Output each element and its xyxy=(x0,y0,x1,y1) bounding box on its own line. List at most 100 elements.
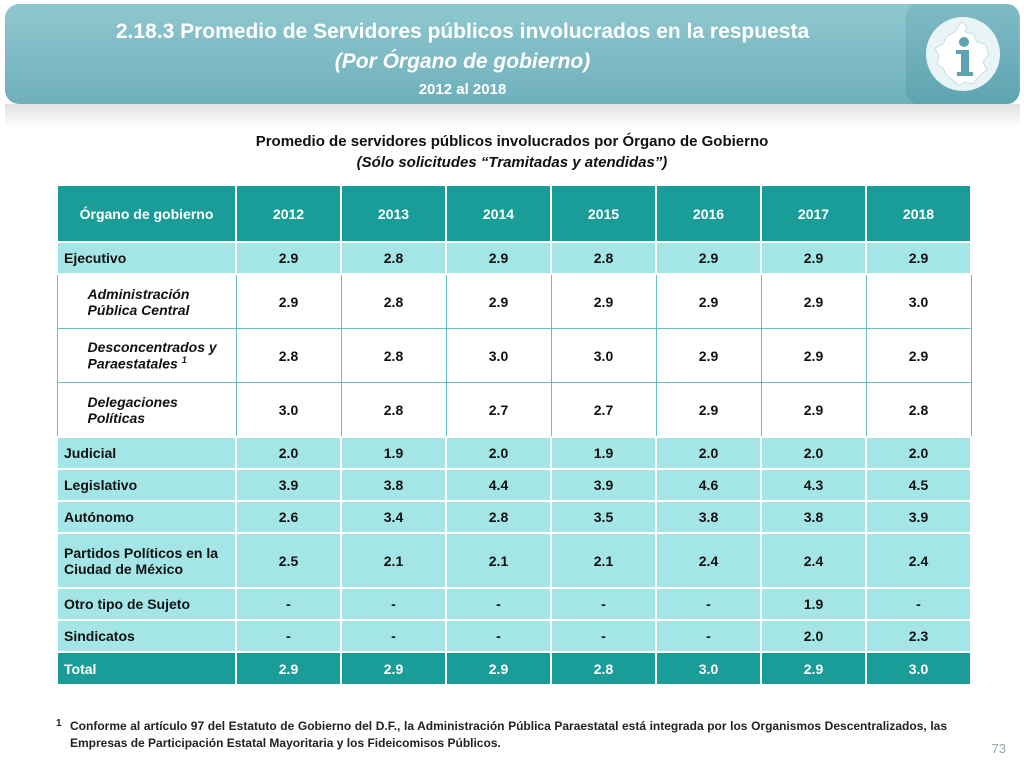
table-cell: 2.1 xyxy=(340,532,447,589)
table-subtitle: (Sólo solicitudes “Tramitadas y atendida… xyxy=(356,154,668,171)
table-cell: 2.8 xyxy=(340,328,447,383)
row-label: Otro tipo de Sujeto xyxy=(56,587,237,621)
table-cell: 2.9 xyxy=(235,241,342,275)
table-cell: 4.4 xyxy=(445,468,552,502)
header-row: Órgano de gobierno 2012 2013 2014 2015 2… xyxy=(56,184,972,243)
table-cell: 2.8 xyxy=(340,382,447,438)
page-subtitle: (Por Órgano de gobierno) xyxy=(334,50,591,73)
table-cell: 2.9 xyxy=(760,241,867,275)
table-cell: - xyxy=(445,619,552,653)
table-cell: 2.9 xyxy=(655,328,762,383)
table-cell: 2.0 xyxy=(235,436,342,470)
table-cell: 2.5 xyxy=(235,532,342,589)
table-row: Otro tipo de Sujeto - - - - - 1.9 - xyxy=(56,587,972,621)
table-cell: - xyxy=(340,619,447,653)
table-cell: 2.8 xyxy=(550,241,657,275)
table-cell: 2.9 xyxy=(760,382,867,438)
table-cell: 4.6 xyxy=(655,468,762,502)
table-cell: 2.8 xyxy=(340,273,447,329)
table-cell: 3.5 xyxy=(550,500,657,534)
row-label: Administración Pública Central xyxy=(56,273,237,329)
table-cell: 2.0 xyxy=(760,436,867,470)
table-row: Desconcentrados y Paraestatales 1 2.8 2.… xyxy=(56,328,972,383)
table-cell: 2.9 xyxy=(865,328,972,383)
table-cell: 2.4 xyxy=(865,532,972,589)
table-cell: 3.0 xyxy=(865,651,972,686)
table-cell: 1.9 xyxy=(760,587,867,621)
table-cell: 2.9 xyxy=(445,273,552,329)
page-title: 2.18.3 Promedio de Servidores públicos i… xyxy=(115,20,810,43)
table-cell: - xyxy=(655,619,762,653)
table-cell: - xyxy=(340,587,447,621)
footnote-mark: 1 xyxy=(56,718,62,729)
table-cell: 4.5 xyxy=(865,468,972,502)
table-cell: 3.9 xyxy=(865,500,972,534)
table-cell: 2.9 xyxy=(655,273,762,329)
table-cell: 1.9 xyxy=(340,436,447,470)
row-label: Partidos Políticos en la Ciudad de Méxic… xyxy=(56,532,237,589)
table-cell: 2.6 xyxy=(235,500,342,534)
row-label-text: Desconcentrados y Paraestatales xyxy=(87,339,217,372)
table-cell: 2.9 xyxy=(235,651,342,686)
table-cell: - xyxy=(235,619,342,653)
table-cell: 2.8 xyxy=(550,651,657,686)
table-title: Promedio de servidores públicos involucr… xyxy=(255,133,769,150)
table-cell: 2.9 xyxy=(235,273,342,329)
table-cell: 2.9 xyxy=(340,651,447,686)
row-label: Total xyxy=(56,651,237,686)
footnote: 1 Conforme al artículo 97 del Estatuto d… xyxy=(56,718,947,752)
row-label: Autónomo xyxy=(56,500,237,534)
data-table: Órgano de gobierno 2012 2013 2014 2015 2… xyxy=(56,184,972,686)
page-number: 73 xyxy=(991,741,1006,756)
title-banner: 2.18.3 Promedio de Servidores públicos i… xyxy=(5,4,1020,104)
table-cell: 2.8 xyxy=(865,382,972,438)
table-row: Administración Pública Central 2.9 2.8 2… xyxy=(56,273,972,329)
table-cell: 3.0 xyxy=(445,328,552,383)
row-label: Sindicatos xyxy=(56,619,237,653)
table-cell: 2.4 xyxy=(760,532,867,589)
table-cell: 3.0 xyxy=(550,328,657,383)
mexico-city-map-info-logo-icon xyxy=(925,17,1000,91)
table-cell: 3.8 xyxy=(760,500,867,534)
table-row: Partidos Políticos en la Ciudad de Méxic… xyxy=(56,532,972,589)
table-cell: 1.9 xyxy=(550,436,657,470)
row-label: Ejecutivo xyxy=(56,241,237,275)
table-cell: 2.7 xyxy=(550,382,657,438)
table-cell: 2.1 xyxy=(445,532,552,589)
table-row: Sindicatos - - - - - 2.0 2.3 xyxy=(56,619,972,653)
row-label: Legislativo xyxy=(56,468,237,502)
table-cell: 2.9 xyxy=(760,328,867,383)
column-header-year: 2017 xyxy=(760,184,867,243)
row-label: Delegaciones Políticas xyxy=(56,382,237,438)
page-years: 2012 al 2018 xyxy=(418,81,507,98)
table-cell: 2.9 xyxy=(760,651,867,686)
table-cell: 2.9 xyxy=(445,651,552,686)
column-header-year: 2013 xyxy=(340,184,447,243)
table-cell: 2.9 xyxy=(550,273,657,329)
table-cell: 2.9 xyxy=(445,241,552,275)
table-cell: 2.0 xyxy=(760,619,867,653)
table-row: Ejecutivo 2.9 2.8 2.9 2.8 2.9 2.9 2.9 xyxy=(56,241,972,275)
footnote-ref: 1 xyxy=(181,355,187,366)
table-cell: 2.1 xyxy=(550,532,657,589)
total-row: Total 2.9 2.9 2.9 2.8 3.0 2.9 3.0 xyxy=(56,651,972,686)
table-cell: 3.0 xyxy=(235,382,342,438)
table-cell: 3.8 xyxy=(340,468,447,502)
table-row: Autónomo 2.6 3.4 2.8 3.5 3.8 3.8 3.9 xyxy=(56,500,972,534)
table-cell: 2.3 xyxy=(865,619,972,653)
table-cell: - xyxy=(865,587,972,621)
table-row: Legislativo 3.9 3.8 4.4 3.9 4.6 4.3 4.5 xyxy=(56,468,972,502)
column-header-year: 2015 xyxy=(550,184,657,243)
table-cell: - xyxy=(445,587,552,621)
table-row: Judicial 2.0 1.9 2.0 1.9 2.0 2.0 2.0 xyxy=(56,436,972,470)
table-cell: 3.9 xyxy=(235,468,342,502)
table-cell: 3.4 xyxy=(340,500,447,534)
table-cell: - xyxy=(235,587,342,621)
table-cell: 2.0 xyxy=(445,436,552,470)
table-cell: 2.7 xyxy=(445,382,552,438)
column-header-year: 2014 xyxy=(445,184,552,243)
table-cell: 3.0 xyxy=(865,273,972,329)
table-cell: 2.8 xyxy=(235,328,342,383)
table-cell: - xyxy=(550,619,657,653)
table-cell: 2.0 xyxy=(865,436,972,470)
